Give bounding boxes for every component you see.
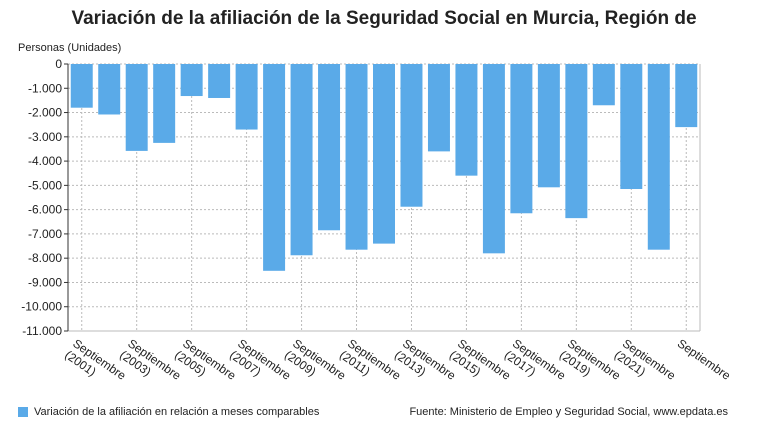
- y-tick-label: -9.000: [28, 275, 62, 289]
- bar: [565, 64, 588, 219]
- x-tick-label: Septiembre(2009): [282, 336, 349, 383]
- bar: [592, 64, 615, 106]
- y-tick-label: 0: [55, 57, 62, 71]
- bar: [98, 64, 121, 115]
- x-tick-label: Septiembre(2011): [337, 336, 404, 383]
- bar: [455, 64, 478, 176]
- bar: [208, 64, 231, 98]
- x-tick-label: Septiembre: [675, 336, 734, 383]
- bar: [70, 64, 93, 108]
- y-tick-label: -5.000: [28, 178, 62, 192]
- bar: [400, 64, 423, 207]
- x-tick-label: Septiembre(2017): [502, 336, 569, 383]
- chart-title: Variación de la afiliación de la Segurid…: [71, 8, 697, 29]
- bar: [537, 64, 560, 188]
- bar: [427, 64, 450, 152]
- bar: [675, 64, 698, 128]
- x-tick-label: Septiembre(2013): [392, 336, 459, 383]
- y-tick-label: -1.000: [28, 81, 62, 95]
- bar: [180, 64, 203, 97]
- bar: [153, 64, 176, 143]
- x-tick-label: Septiembre(2005): [172, 336, 239, 383]
- y-tick-label: -2.000: [28, 106, 62, 120]
- bar: [647, 64, 670, 250]
- y-tick-label: -4.000: [28, 154, 62, 168]
- x-tick-label: Septiembre(2019): [557, 336, 624, 383]
- bar: [345, 64, 368, 250]
- y-tick-label: -3.000: [28, 130, 62, 144]
- bar: [318, 64, 341, 231]
- legend-label: Variación de la afiliación en relación a…: [34, 406, 320, 418]
- x-tick-label: Septiembre(2001): [62, 336, 129, 383]
- y-tick-label: -10.000: [21, 300, 62, 314]
- bar: [510, 64, 533, 214]
- legend-swatch: [18, 407, 28, 417]
- y-axis-label: Personas (Unidades): [18, 42, 122, 54]
- x-tick-label: Septiembre(2021): [612, 336, 679, 383]
- x-tick-text: Septiembre: [675, 336, 734, 383]
- bar: [290, 64, 313, 256]
- bar: [263, 64, 286, 271]
- y-tick-label: -11.000: [22, 324, 62, 338]
- y-tick-label: -7.000: [28, 227, 62, 241]
- y-tick-label: -6.000: [28, 203, 62, 217]
- bar: [235, 64, 258, 130]
- x-tick-label: Septiembre(2015): [447, 336, 514, 383]
- bar: [125, 64, 148, 151]
- bar: [482, 64, 505, 254]
- legend: Variación de la afiliación en relación a…: [18, 406, 319, 418]
- bar: [373, 64, 395, 244]
- x-tick-label: Septiembre(2007): [227, 336, 294, 383]
- source-note: Fuente: Ministerio de Empleo y Seguridad…: [409, 406, 728, 418]
- y-tick-label: -8.000: [28, 251, 62, 265]
- bar: [620, 64, 643, 190]
- x-tick-label: Septiembre(2003): [117, 336, 184, 383]
